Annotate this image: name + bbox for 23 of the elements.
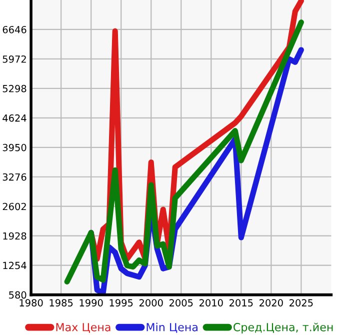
- x-tick-label: 1985: [50, 299, 73, 306]
- legend-label: Max Цена: [56, 323, 110, 333]
- y-tick-label: 3950: [2, 144, 26, 152]
- x-tick-label: 2010: [199, 299, 223, 306]
- y-tick-label: 1928: [3, 232, 26, 240]
- legend-label: Min Цена: [146, 322, 198, 333]
- y-tick-label: 6646: [2, 26, 26, 34]
- x-tick-label: 2025: [290, 299, 313, 306]
- y-tick-label: 580: [9, 291, 26, 299]
- x-tick-label: 2005: [169, 299, 193, 306]
- y-tick-label: 5972: [2, 55, 26, 63]
- y-tick-label: 4624: [2, 114, 26, 122]
- x-tick-label: 1995: [110, 299, 133, 306]
- x-tick-label: 1990: [80, 299, 103, 306]
- x-tick-label: 2015: [229, 299, 253, 306]
- y-tick-label: 3276: [2, 173, 26, 181]
- y-tick-label: 1254: [3, 262, 26, 270]
- x-tick-label: 2020: [260, 299, 283, 306]
- y-tick-label: 2602: [2, 202, 26, 210]
- y-tick-label: 5298: [2, 84, 26, 92]
- x-tick-label: 1980: [20, 299, 43, 306]
- x-tick-label: 2000: [139, 299, 163, 306]
- legend-label: Сред.Цена, т.йен: [234, 322, 333, 334]
